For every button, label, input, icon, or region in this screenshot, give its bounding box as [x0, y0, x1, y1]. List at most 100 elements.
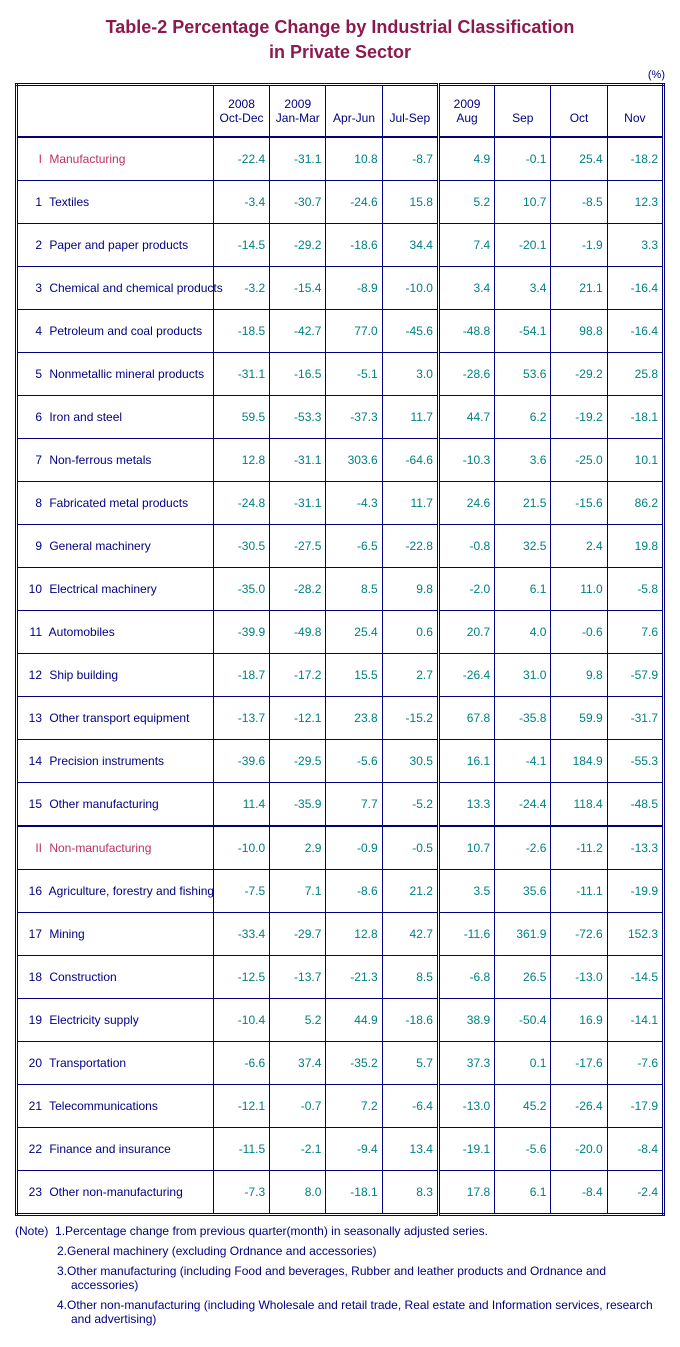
cell-value: -12.5 — [213, 956, 269, 999]
cell-value: -2.1 — [270, 1128, 326, 1171]
cell-value: 7.4 — [438, 224, 494, 267]
cell-value: 11.0 — [551, 568, 607, 611]
cell-value: -30.7 — [270, 181, 326, 224]
notes-block: (Note) 1.Percentage change from previous… — [15, 1224, 665, 1326]
cell-value: 21.2 — [382, 870, 438, 913]
row-label: 3 Chemical and chemical products — [17, 267, 214, 310]
cell-value: -25.0 — [551, 439, 607, 482]
table-row: 5 Nonmetallic mineral products-31.1-16.5… — [17, 353, 664, 396]
cell-value: -14.1 — [607, 999, 663, 1042]
cell-value: -50.4 — [495, 999, 551, 1042]
table-row: I Manufacturing-22.4-31.110.8-8.74.9-0.1… — [17, 137, 664, 181]
cell-value: 45.2 — [495, 1085, 551, 1128]
cell-value: 2.7 — [382, 654, 438, 697]
cell-value: -35.2 — [326, 1042, 382, 1085]
table-title: Table-2 Percentage Change by Industrial … — [15, 15, 665, 65]
table-row: 7 Non-ferrous metals12.8-31.1303.6-64.6-… — [17, 439, 664, 482]
cell-value: -54.1 — [495, 310, 551, 353]
cell-value: -55.3 — [607, 740, 663, 783]
cell-value: -18.6 — [326, 224, 382, 267]
cell-value: 13.4 — [382, 1128, 438, 1171]
cell-value: -48.8 — [438, 310, 494, 353]
cell-value: 11.4 — [213, 783, 269, 827]
cell-value: 152.3 — [607, 913, 663, 956]
cell-value: -35.8 — [495, 697, 551, 740]
cell-value: -7.5 — [213, 870, 269, 913]
cell-value: -13.7 — [213, 697, 269, 740]
cell-value: -15.4 — [270, 267, 326, 310]
cell-value: -10.3 — [438, 439, 494, 482]
cell-value: 67.8 — [438, 697, 494, 740]
cell-value: 35.6 — [495, 870, 551, 913]
cell-value: -45.6 — [382, 310, 438, 353]
cell-value: -21.3 — [326, 956, 382, 999]
cell-value: -8.4 — [551, 1171, 607, 1215]
table-row: 3 Chemical and chemical products-3.2-15.… — [17, 267, 664, 310]
cell-value: -24.4 — [495, 783, 551, 827]
header-c5: 2009Aug — [438, 85, 494, 138]
cell-value: -13.0 — [438, 1085, 494, 1128]
cell-value: -5.2 — [382, 783, 438, 827]
cell-value: -9.4 — [326, 1128, 382, 1171]
cell-value: 38.9 — [438, 999, 494, 1042]
table-row: 21 Telecommunications-12.1-0.77.2-6.4-13… — [17, 1085, 664, 1128]
table-row: 11 Automobiles-39.9-49.825.40.620.74.0-0… — [17, 611, 664, 654]
cell-value: -15.2 — [382, 697, 438, 740]
cell-value: 7.1 — [270, 870, 326, 913]
cell-value: -37.3 — [326, 396, 382, 439]
cell-value: -26.4 — [438, 654, 494, 697]
cell-value: -22.8 — [382, 525, 438, 568]
cell-value: -13.7 — [270, 956, 326, 999]
cell-value: -6.6 — [213, 1042, 269, 1085]
cell-value: 23.8 — [326, 697, 382, 740]
cell-value: 30.5 — [382, 740, 438, 783]
cell-value: -22.4 — [213, 137, 269, 181]
row-label: 19 Electricity supply — [17, 999, 214, 1042]
cell-value: -14.5 — [213, 224, 269, 267]
cell-value: -28.2 — [270, 568, 326, 611]
cell-value: -72.6 — [551, 913, 607, 956]
row-label: 21 Telecommunications — [17, 1085, 214, 1128]
cell-value: 11.7 — [382, 482, 438, 525]
header-blank — [17, 85, 214, 138]
cell-value: -7.3 — [213, 1171, 269, 1215]
cell-value: 20.7 — [438, 611, 494, 654]
row-label: 6 Iron and steel — [17, 396, 214, 439]
cell-value: -29.5 — [270, 740, 326, 783]
cell-value: -53.3 — [270, 396, 326, 439]
cell-value: 12.8 — [213, 439, 269, 482]
cell-value: -29.2 — [270, 224, 326, 267]
cell-value: 9.8 — [551, 654, 607, 697]
cell-value: -17.2 — [270, 654, 326, 697]
row-label: 15 Other manufacturing — [17, 783, 214, 827]
cell-value: -2.4 — [607, 1171, 663, 1215]
cell-value: -4.1 — [495, 740, 551, 783]
note-3: 3.Other manufacturing (including Food an… — [15, 1264, 665, 1292]
cell-value: -4.3 — [326, 482, 382, 525]
cell-value: -18.7 — [213, 654, 269, 697]
row-label: 9 General machinery — [17, 525, 214, 568]
row-label: 13 Other transport equipment — [17, 697, 214, 740]
cell-value: -8.7 — [382, 137, 438, 181]
cell-value: -10.0 — [213, 826, 269, 870]
cell-value: -0.9 — [326, 826, 382, 870]
cell-value: -29.2 — [551, 353, 607, 396]
cell-value: -18.2 — [607, 137, 663, 181]
cell-value: 26.5 — [495, 956, 551, 999]
cell-value: 25.4 — [326, 611, 382, 654]
cell-value: -48.5 — [607, 783, 663, 827]
cell-value: 3.4 — [495, 267, 551, 310]
cell-value: -7.6 — [607, 1042, 663, 1085]
cell-value: -6.8 — [438, 956, 494, 999]
cell-value: -57.9 — [607, 654, 663, 697]
cell-value: -42.7 — [270, 310, 326, 353]
cell-value: 7.2 — [326, 1085, 382, 1128]
cell-value: -18.6 — [382, 999, 438, 1042]
row-label: 23 Other non-manufacturing — [17, 1171, 214, 1215]
cell-value: 17.8 — [438, 1171, 494, 1215]
cell-value: -33.4 — [213, 913, 269, 956]
table-row: II Non-manufacturing-10.02.9-0.9-0.510.7… — [17, 826, 664, 870]
cell-value: -14.5 — [607, 956, 663, 999]
header-c1: 2008Oct-Dec — [213, 85, 269, 138]
row-label: 5 Nonmetallic mineral products — [17, 353, 214, 396]
